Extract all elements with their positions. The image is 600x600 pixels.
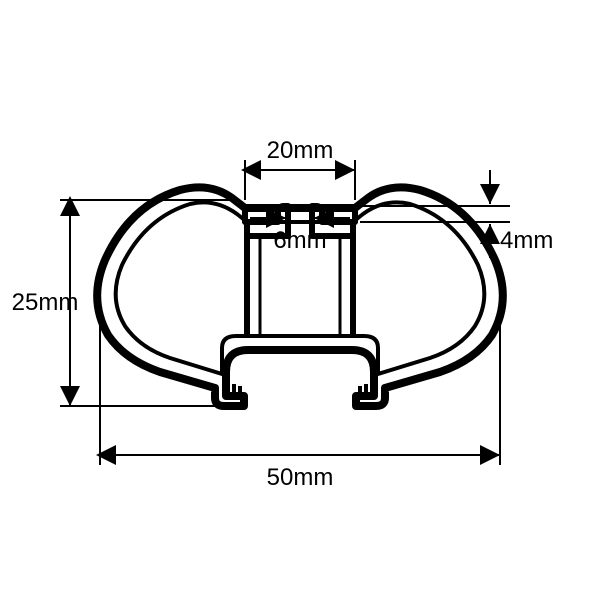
dimension-width: 50mm <box>100 300 500 491</box>
dimension-slot-outer: 20mm <box>245 137 355 200</box>
label-lip-height: 4mm <box>500 227 553 254</box>
label-slot-outer: 20mm <box>267 137 334 164</box>
label-height: 25mm <box>12 289 79 316</box>
cross-section-diagram: 20mm 6mm 4mm 25mm 50mm <box>0 0 600 600</box>
label-slot-gap: 6mm <box>273 227 326 254</box>
label-width: 50mm <box>267 464 334 491</box>
profile-shape <box>97 187 503 406</box>
